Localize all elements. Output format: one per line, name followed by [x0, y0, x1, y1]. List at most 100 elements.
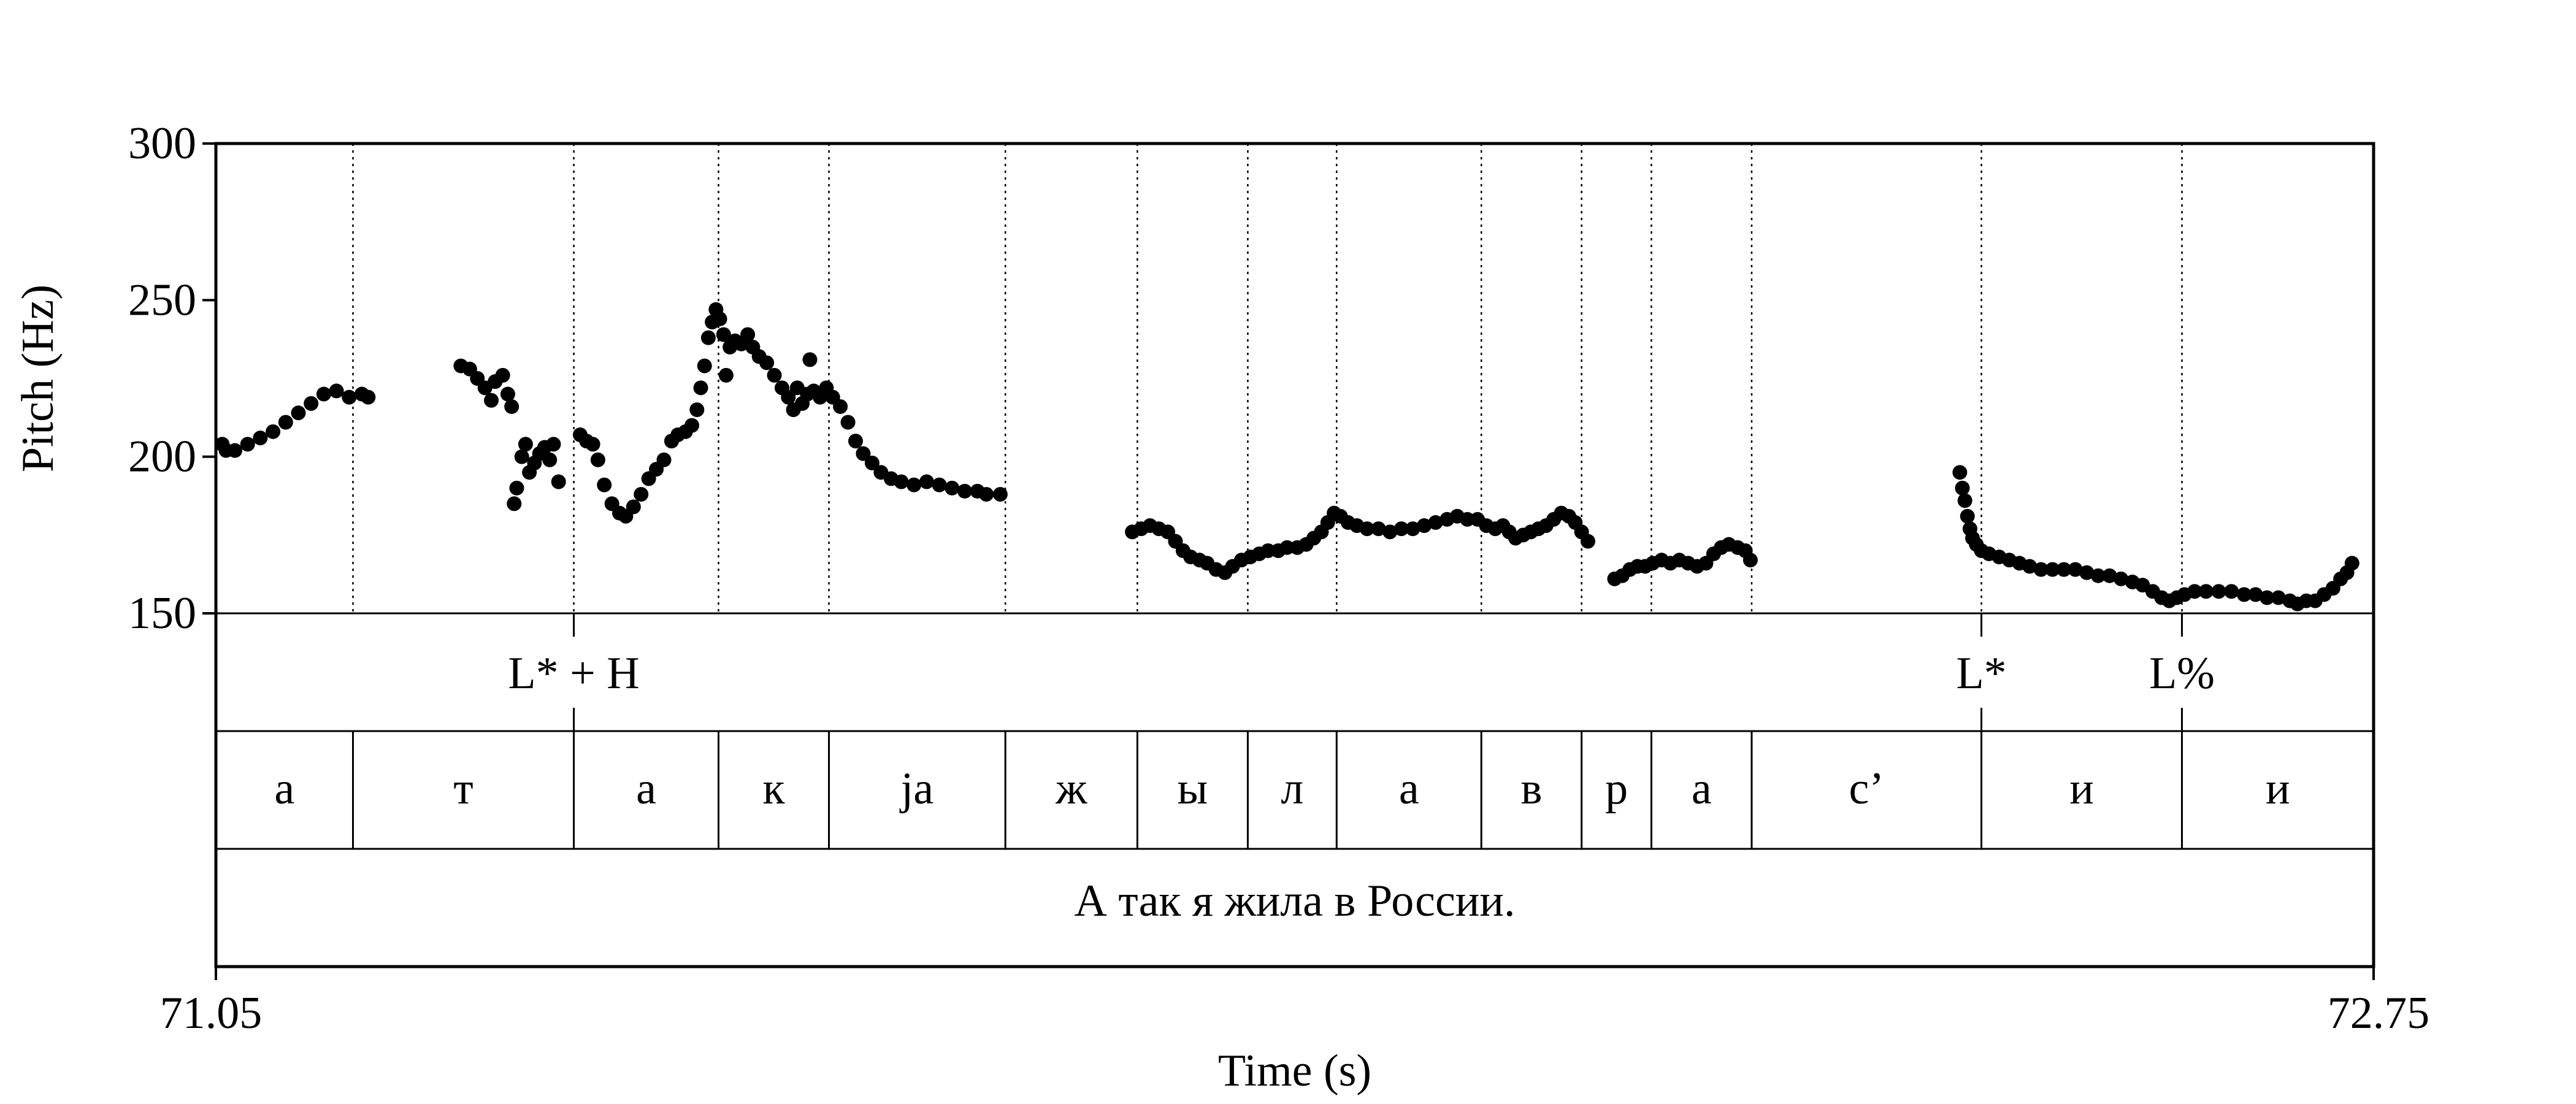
x-tick-label-start: 71.05	[160, 988, 263, 1038]
tone-label: L%	[2149, 648, 2215, 699]
pitch-point	[1405, 521, 1420, 537]
pitch-point	[2260, 590, 2275, 605]
x-axis-label: Time (s)	[1218, 1046, 1371, 1096]
segment-label: к	[763, 764, 786, 814]
figure-frame	[214, 142, 2375, 968]
pitch-point	[266, 424, 281, 439]
pitch-point	[856, 446, 871, 461]
pitch-point	[1371, 521, 1386, 537]
pitch-point	[1960, 508, 1975, 524]
pitch-point	[1417, 518, 1432, 534]
y-tick-label: 300	[128, 118, 196, 169]
pitch-point	[2248, 587, 2263, 602]
pitch-point	[2236, 587, 2252, 602]
pitch-point	[342, 389, 357, 405]
tone-label: L* + H	[508, 648, 639, 699]
segment-label: и	[2069, 764, 2094, 814]
y-axis-label: Pitch (Hz)	[13, 285, 63, 472]
pitch-point	[1742, 553, 1758, 568]
pitch-point	[840, 415, 856, 430]
pitch-point	[945, 480, 960, 496]
pitch-point	[361, 389, 376, 405]
segment-tier: а т а к ja ж ы л а в р а с’ и и	[274, 731, 2290, 849]
pitch-plot-area	[215, 144, 2359, 613]
pitch-point	[2033, 562, 2049, 577]
pitch-point	[2211, 584, 2226, 599]
pitch-point	[228, 443, 243, 458]
pitch-point	[316, 386, 331, 402]
pitch-point	[484, 393, 499, 408]
pitch-point	[329, 383, 344, 399]
pitch-point	[495, 367, 510, 383]
pitch-point	[1382, 524, 1398, 540]
pitch-point	[2344, 556, 2359, 571]
pitch-point	[1393, 521, 1409, 537]
pitch-point	[1581, 534, 1596, 549]
pitch-point	[590, 452, 605, 467]
y-tick-label: 200	[128, 432, 196, 482]
pitch-point	[712, 311, 727, 326]
pitch-point	[551, 474, 566, 489]
pitch-point	[2068, 562, 2083, 577]
tone-tier: L* + H L* L%	[508, 613, 2215, 731]
pitch-point	[514, 449, 529, 464]
pitch-point	[2022, 559, 2037, 574]
segment-label: ja	[899, 764, 933, 814]
segment-label: ж	[1055, 764, 1087, 814]
segment-label: с’	[1849, 764, 1885, 814]
segment-label: л	[1281, 764, 1303, 814]
pitch-point	[684, 418, 700, 433]
segment-label: а	[636, 764, 656, 814]
pitch-point	[2114, 571, 2129, 586]
pitch-point	[1279, 540, 1295, 555]
pitch-point	[802, 352, 818, 367]
pitch-point	[919, 474, 934, 489]
pitch-point	[718, 367, 734, 383]
pitch-point	[1952, 465, 1968, 480]
pitch-point	[546, 437, 561, 452]
pitch-point	[634, 486, 649, 502]
pitch-point	[992, 486, 1008, 502]
pitch-point	[2079, 565, 2095, 580]
segment-label: т	[453, 764, 473, 814]
pitch-point	[759, 355, 775, 370]
pitch-point	[2224, 584, 2239, 599]
segment-label: а	[274, 764, 294, 814]
pitch-point	[781, 389, 796, 405]
pitch-point	[240, 437, 255, 452]
pitch-point	[585, 437, 600, 452]
pitch-point	[1460, 512, 1475, 527]
pitch-point	[833, 399, 848, 414]
pitch-point	[1955, 480, 1970, 496]
pitch-point	[597, 477, 612, 493]
pitch-point	[894, 474, 909, 489]
pitch-point	[932, 477, 947, 493]
pitch-point	[1359, 521, 1374, 537]
x-tick-label-end: 72.75	[2328, 988, 2430, 1038]
segment-label: а	[1399, 764, 1419, 814]
pitch-point	[500, 386, 515, 402]
segment-label: и	[2266, 764, 2290, 814]
pitch-point	[1260, 543, 1276, 558]
segment-label: ы	[1178, 764, 1208, 814]
segment-label: в	[1520, 764, 1542, 814]
pitch-point	[507, 496, 522, 512]
pitch-point	[518, 437, 533, 452]
pitch-point	[979, 486, 994, 502]
segment-label: а	[1692, 764, 1712, 814]
pitch-point	[848, 434, 863, 449]
pitch-point	[740, 327, 756, 342]
pitch-points	[215, 302, 2359, 611]
pitch-point	[864, 455, 880, 470]
segment-boundary-lines	[352, 144, 2183, 613]
pitch-point	[700, 330, 716, 345]
pitch-point	[907, 477, 922, 493]
pitch-point	[2102, 568, 2117, 583]
pitch-point	[693, 380, 708, 396]
pitch-point	[2090, 568, 2106, 583]
pitch-point	[278, 415, 293, 430]
pitch-point	[2057, 562, 2072, 577]
pitch-point	[509, 480, 524, 496]
pitch-point	[291, 405, 306, 421]
